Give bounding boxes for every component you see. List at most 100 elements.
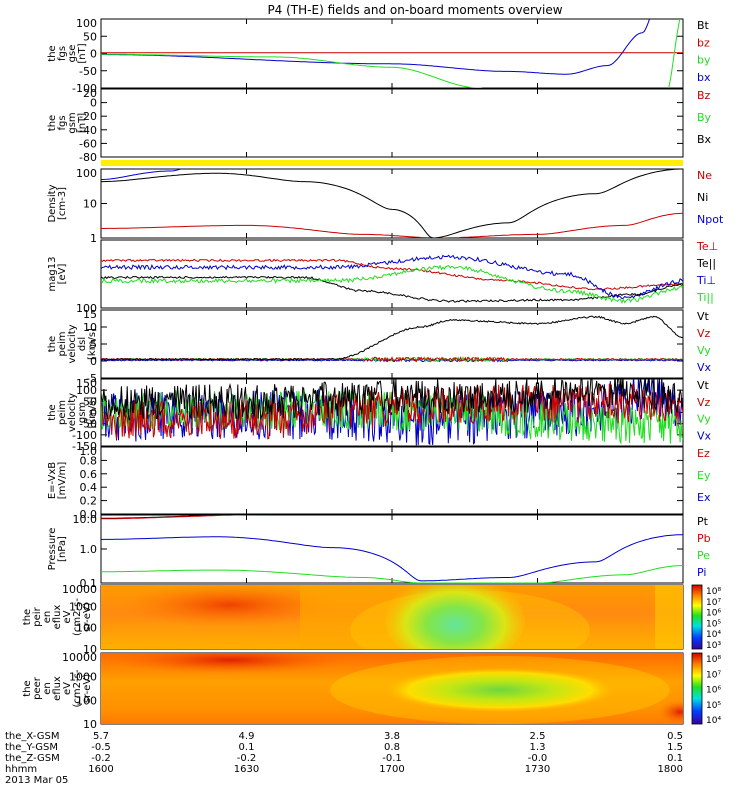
legend-entry: Vz [697, 396, 711, 409]
legend-entry: Bt [697, 19, 710, 32]
y-tick-label: -5 [86, 372, 97, 385]
legend-entry: bx [697, 71, 711, 84]
y-axis-label: the [47, 45, 58, 61]
y-axis-label: the [22, 680, 33, 696]
panel-frame [100, 309, 684, 379]
footer-row-label: the_X-GSM [5, 731, 59, 742]
panel-frame [100, 18, 684, 89]
y-axis-label: eflux [52, 605, 63, 630]
y-axis-label: dsl [77, 337, 88, 351]
y-tick-label: 1000 [69, 600, 97, 613]
y-axis-label: [nT] [77, 113, 88, 133]
colorbar-tick-label: 10⁴ [706, 716, 721, 726]
series-bx [101, 19, 651, 75]
colorbar-tick-label: 10³ [706, 641, 721, 651]
footer: the_X-GSM 5.7 4.9 3.8 2.5 0.5 the_Y-GSM -0.5 0.1… [5, 731, 683, 786]
legend-entry: Pt [697, 515, 709, 528]
legend-entry: Ez [697, 447, 710, 460]
series-npot [101, 169, 183, 180]
panel-traces [101, 19, 683, 88]
y-tick-label: 150 [76, 377, 97, 390]
y-tick-label: 1.0 [80, 445, 98, 458]
footer-row-value: -0.5 [91, 742, 111, 753]
legend-entry: Te⊥ [696, 240, 718, 253]
y-axis-label: peim [57, 400, 68, 425]
y-tick-label: 10 [83, 718, 97, 731]
y-axis-label: gse [67, 45, 78, 63]
y-axis-label: en [42, 682, 53, 695]
y-axis-label: the [47, 404, 58, 420]
series-pi [101, 534, 683, 582]
y-tick-label: 0.1 [80, 577, 98, 590]
panel-density: 100 10 1 Density [cm-3] Ne Ni Npot [47, 167, 724, 245]
footer-row-value: 1730 [525, 764, 550, 775]
y-tick-label: 100 [76, 694, 97, 707]
y-axis-label: fgs [57, 115, 68, 130]
y-axis-label: velocity [67, 324, 78, 363]
colorbar-tick-label: 10⁶ [706, 686, 721, 696]
footer-row-value: 1600 [88, 764, 113, 775]
y-tick-label: 100 [76, 17, 97, 30]
y-tick-label: -150 [72, 440, 97, 453]
y-axis-label: peer [32, 676, 43, 700]
y-axis-label: Pressure [47, 528, 58, 571]
colorbar-tick-label: 10⁷ [706, 670, 721, 680]
y-axis-label: mag13 [47, 257, 58, 292]
y-axis-label: E=-VxB [47, 462, 58, 499]
y-axis-label: velocity [67, 393, 78, 432]
y-tick-label: 10 [83, 321, 97, 334]
y-tick-label: 0.8 [80, 454, 98, 467]
legend-entry: by [697, 54, 711, 67]
footer-row-value: 0.1 [239, 742, 255, 753]
y-axis-label: [nPa] [57, 536, 68, 562]
y-tick-label: 0 [90, 407, 97, 420]
y-axis-label: fgs [57, 46, 68, 61]
legend-entry: Ti|| [696, 291, 714, 304]
y-axis-label: Density [47, 184, 58, 222]
panel-traces [101, 169, 683, 238]
footer-row-label: the_Z-GSM [5, 753, 60, 764]
y-tick-label: -80 [79, 151, 97, 164]
legend-entry: Te|| [696, 257, 716, 270]
y-axis-label: [cm-3] [57, 187, 68, 220]
legend-entry: Pb [697, 532, 711, 545]
colorbar-tick-label: 10⁸ [706, 655, 721, 665]
legend-entry: Pe [697, 549, 710, 562]
y-axis-label: eV [62, 610, 73, 623]
y-tick-label: 5 [90, 338, 97, 351]
legend-entry: Pi [697, 566, 706, 579]
series-by-end [668, 19, 681, 88]
y-axis-label: (cm2-s- [72, 598, 83, 636]
legend-entry: Vy [697, 344, 711, 357]
legend-entry: bz [697, 36, 710, 49]
footer-row-value: 3.8 [384, 731, 400, 742]
footer-row-value: 5.7 [93, 731, 109, 742]
y-tick-label: -50 [79, 418, 97, 431]
footer-row-value: -0.0 [528, 753, 548, 764]
figure-title: P4 (TH-E) fields and on-board moments ov… [267, 3, 562, 17]
y-tick-label: 20 [83, 87, 97, 100]
legend-entry: Ti⊥ [696, 274, 716, 287]
y-tick-label: 0.2 [80, 495, 98, 508]
y-tick-label: 10000 [62, 583, 97, 596]
panel-traces [101, 315, 683, 363]
series-te-par [101, 275, 683, 303]
ion-colorbar [691, 584, 703, 650]
y-axis-label: eflux [52, 676, 63, 701]
y-axis-label: [km/s] [87, 328, 98, 360]
footer-row-value: 0.8 [384, 742, 400, 753]
legend-entry: Bx [697, 133, 712, 146]
y-tick-label: 0.6 [80, 468, 98, 481]
y-tick-label: 10 [83, 643, 97, 656]
y-tick-label: 100 [76, 384, 97, 397]
y-tick-label: -100 [72, 429, 97, 442]
panel-frame [100, 446, 684, 515]
series-vz-gsm [101, 383, 683, 440]
legend-entry: Ni [697, 191, 708, 204]
y-tick-label: 1000 [69, 671, 97, 684]
series-pe [101, 565, 683, 583]
y-tick-label: 0 [90, 48, 97, 61]
